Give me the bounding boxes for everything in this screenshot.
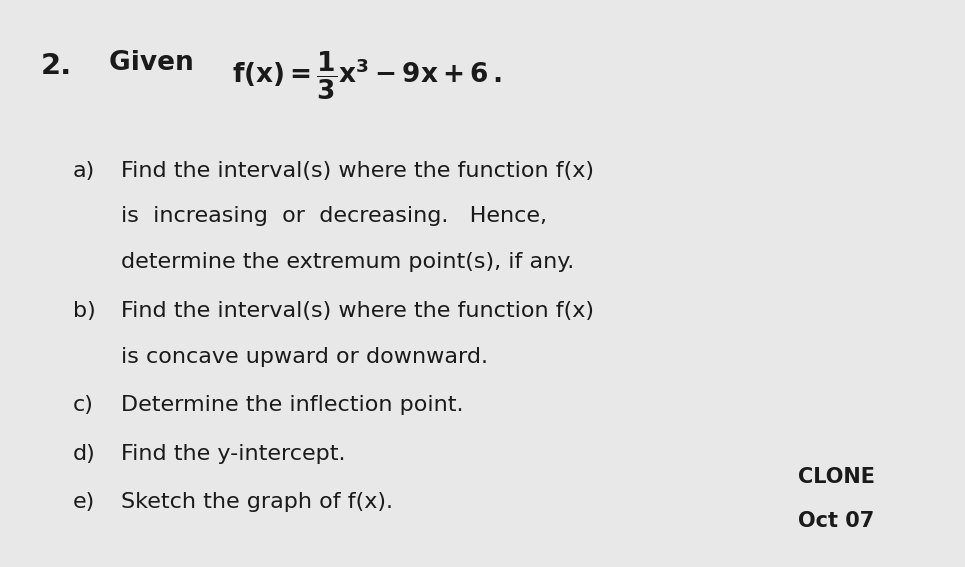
Text: 2.: 2. <box>41 52 71 79</box>
Text: CLONE: CLONE <box>798 467 875 487</box>
Text: $\mathbf{f(x) = \dfrac{1}{3}x^3 - 9x + 6\,.}$: $\mathbf{f(x) = \dfrac{1}{3}x^3 - 9x + 6… <box>232 50 502 102</box>
Text: is  increasing  or  decreasing.   Hence,: is increasing or decreasing. Hence, <box>121 206 547 226</box>
Text: e): e) <box>73 493 96 513</box>
Text: determine the extremum point(s), if any.: determine the extremum point(s), if any. <box>121 252 574 272</box>
Text: Find the interval(s) where the function f(x): Find the interval(s) where the function … <box>121 301 593 321</box>
Text: a): a) <box>73 160 96 181</box>
Text: Find the y-intercept.: Find the y-intercept. <box>121 444 345 464</box>
Text: is concave upward or downward.: is concave upward or downward. <box>121 346 488 367</box>
Text: Sketch the graph of f(x).: Sketch the graph of f(x). <box>121 493 393 513</box>
Text: b): b) <box>73 301 96 321</box>
Text: Oct 07: Oct 07 <box>798 511 874 531</box>
Text: c): c) <box>73 395 94 415</box>
Text: Find the interval(s) where the function f(x): Find the interval(s) where the function … <box>121 160 593 181</box>
Text: Determine the inflection point.: Determine the inflection point. <box>121 395 463 415</box>
Text: d): d) <box>73 444 96 464</box>
Text: Given: Given <box>109 50 204 76</box>
